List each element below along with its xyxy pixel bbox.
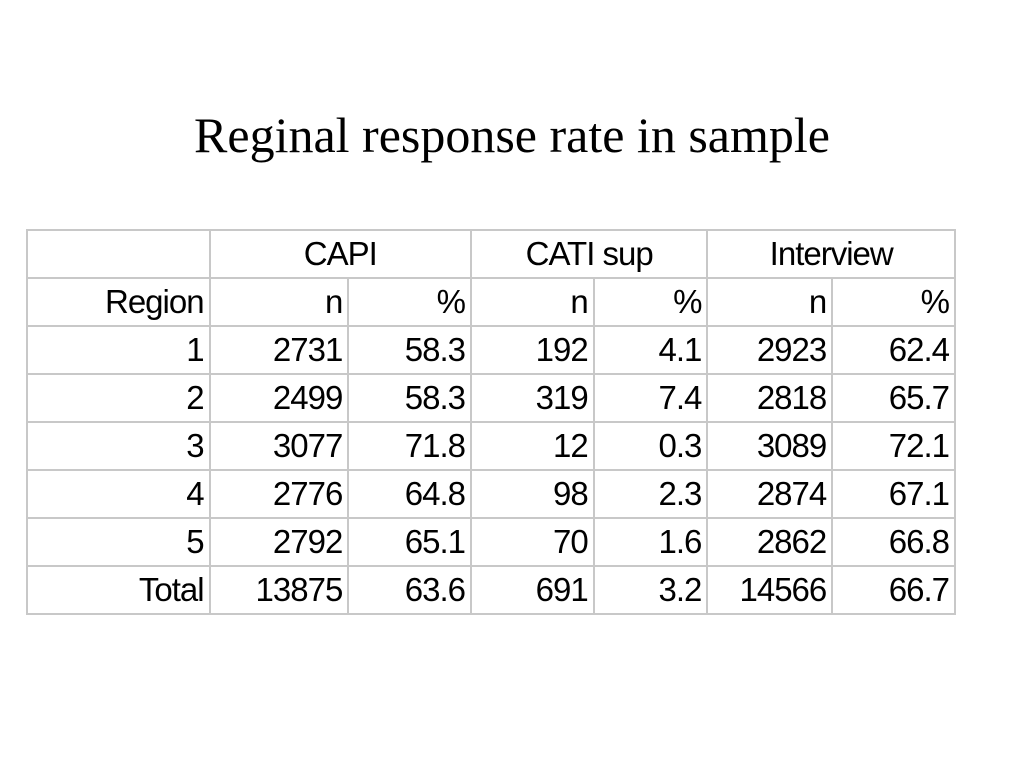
slide-title: Reginal response rate in sample xyxy=(194,107,830,163)
cati-n-cell: 192 xyxy=(470,325,595,375)
capi-percent-cell: 64.8 xyxy=(347,469,472,519)
interview-percent-cell: 62.4 xyxy=(831,325,956,375)
interview-n-cell: 14566 xyxy=(706,565,834,615)
sub-header-row: Region n % n % n % xyxy=(26,277,956,327)
region-cell: 3 xyxy=(26,421,211,471)
capi-n-cell: 2792 xyxy=(208,517,350,567)
capi-n-cell: 2776 xyxy=(208,469,350,519)
region-cell: 2 xyxy=(26,373,211,423)
total-row: Total 13875 63.6 691 3.2 14566 66.7 xyxy=(26,565,956,615)
header-interview-n: n xyxy=(706,277,834,327)
table-row: 1 2731 58.3 192 4.1 2923 62.4 xyxy=(26,325,956,375)
cati-n-cell: 70 xyxy=(470,517,595,567)
header-cati-percent: % xyxy=(592,277,709,327)
capi-percent-cell: 65.1 xyxy=(347,517,472,567)
region-cell: 1 xyxy=(26,325,211,375)
cati-percent-cell: 3.2 xyxy=(592,565,709,615)
capi-percent-cell: 58.3 xyxy=(347,373,472,423)
interview-percent-cell: 65.7 xyxy=(831,373,956,423)
interview-n-cell: 2874 xyxy=(706,469,834,519)
response-rate-table: CAPI CATI sup Interview Region n % n % n… xyxy=(26,229,956,615)
capi-n-cell: 2499 xyxy=(208,373,350,423)
capi-n-cell: 13875 xyxy=(208,565,350,615)
group-header-row: CAPI CATI sup Interview xyxy=(26,229,956,279)
table-row: 5 2792 65.1 70 1.6 2862 66.8 xyxy=(26,517,956,567)
cati-n-cell: 691 xyxy=(470,565,595,615)
interview-n-cell: 2862 xyxy=(706,517,834,567)
header-capi-n: n xyxy=(208,277,350,327)
table-row: 4 2776 64.8 98 2.3 2874 67.1 xyxy=(26,469,956,519)
capi-percent-cell: 63.6 xyxy=(347,565,472,615)
cati-percent-cell: 2.3 xyxy=(592,469,709,519)
corner-cell xyxy=(26,229,211,279)
header-capi-percent: % xyxy=(347,277,472,327)
cati-n-cell: 319 xyxy=(470,373,595,423)
region-cell: 5 xyxy=(26,517,211,567)
capi-percent-cell: 71.8 xyxy=(347,421,472,471)
interview-percent-cell: 66.7 xyxy=(831,565,956,615)
interview-n-cell: 2923 xyxy=(706,325,834,375)
cati-percent-cell: 1.6 xyxy=(592,517,709,567)
group-header-interview: Interview xyxy=(706,229,956,279)
group-header-cati-sup: CATI sup xyxy=(469,229,709,279)
header-cati-n: n xyxy=(470,277,595,327)
cati-percent-cell: 0.3 xyxy=(592,421,709,471)
table-row: 2 2499 58.3 319 7.4 2818 65.7 xyxy=(26,373,956,423)
capi-percent-cell: 58.3 xyxy=(347,325,472,375)
interview-n-cell: 2818 xyxy=(706,373,834,423)
header-region: Region xyxy=(26,277,211,327)
capi-n-cell: 2731 xyxy=(208,325,350,375)
cati-percent-cell: 7.4 xyxy=(592,373,709,423)
cati-percent-cell: 4.1 xyxy=(592,325,709,375)
interview-percent-cell: 66.8 xyxy=(831,517,956,567)
cati-n-cell: 98 xyxy=(470,469,595,519)
table-row: 3 3077 71.8 12 0.3 3089 72.1 xyxy=(26,421,956,471)
header-interview-percent: % xyxy=(831,277,956,327)
interview-percent-cell: 72.1 xyxy=(831,421,956,471)
region-cell: Total xyxy=(26,565,211,615)
capi-n-cell: 3077 xyxy=(208,421,350,471)
interview-percent-cell: 67.1 xyxy=(831,469,956,519)
group-header-capi: CAPI xyxy=(208,229,473,279)
interview-n-cell: 3089 xyxy=(706,421,834,471)
region-cell: 4 xyxy=(26,469,211,519)
cati-n-cell: 12 xyxy=(470,421,595,471)
